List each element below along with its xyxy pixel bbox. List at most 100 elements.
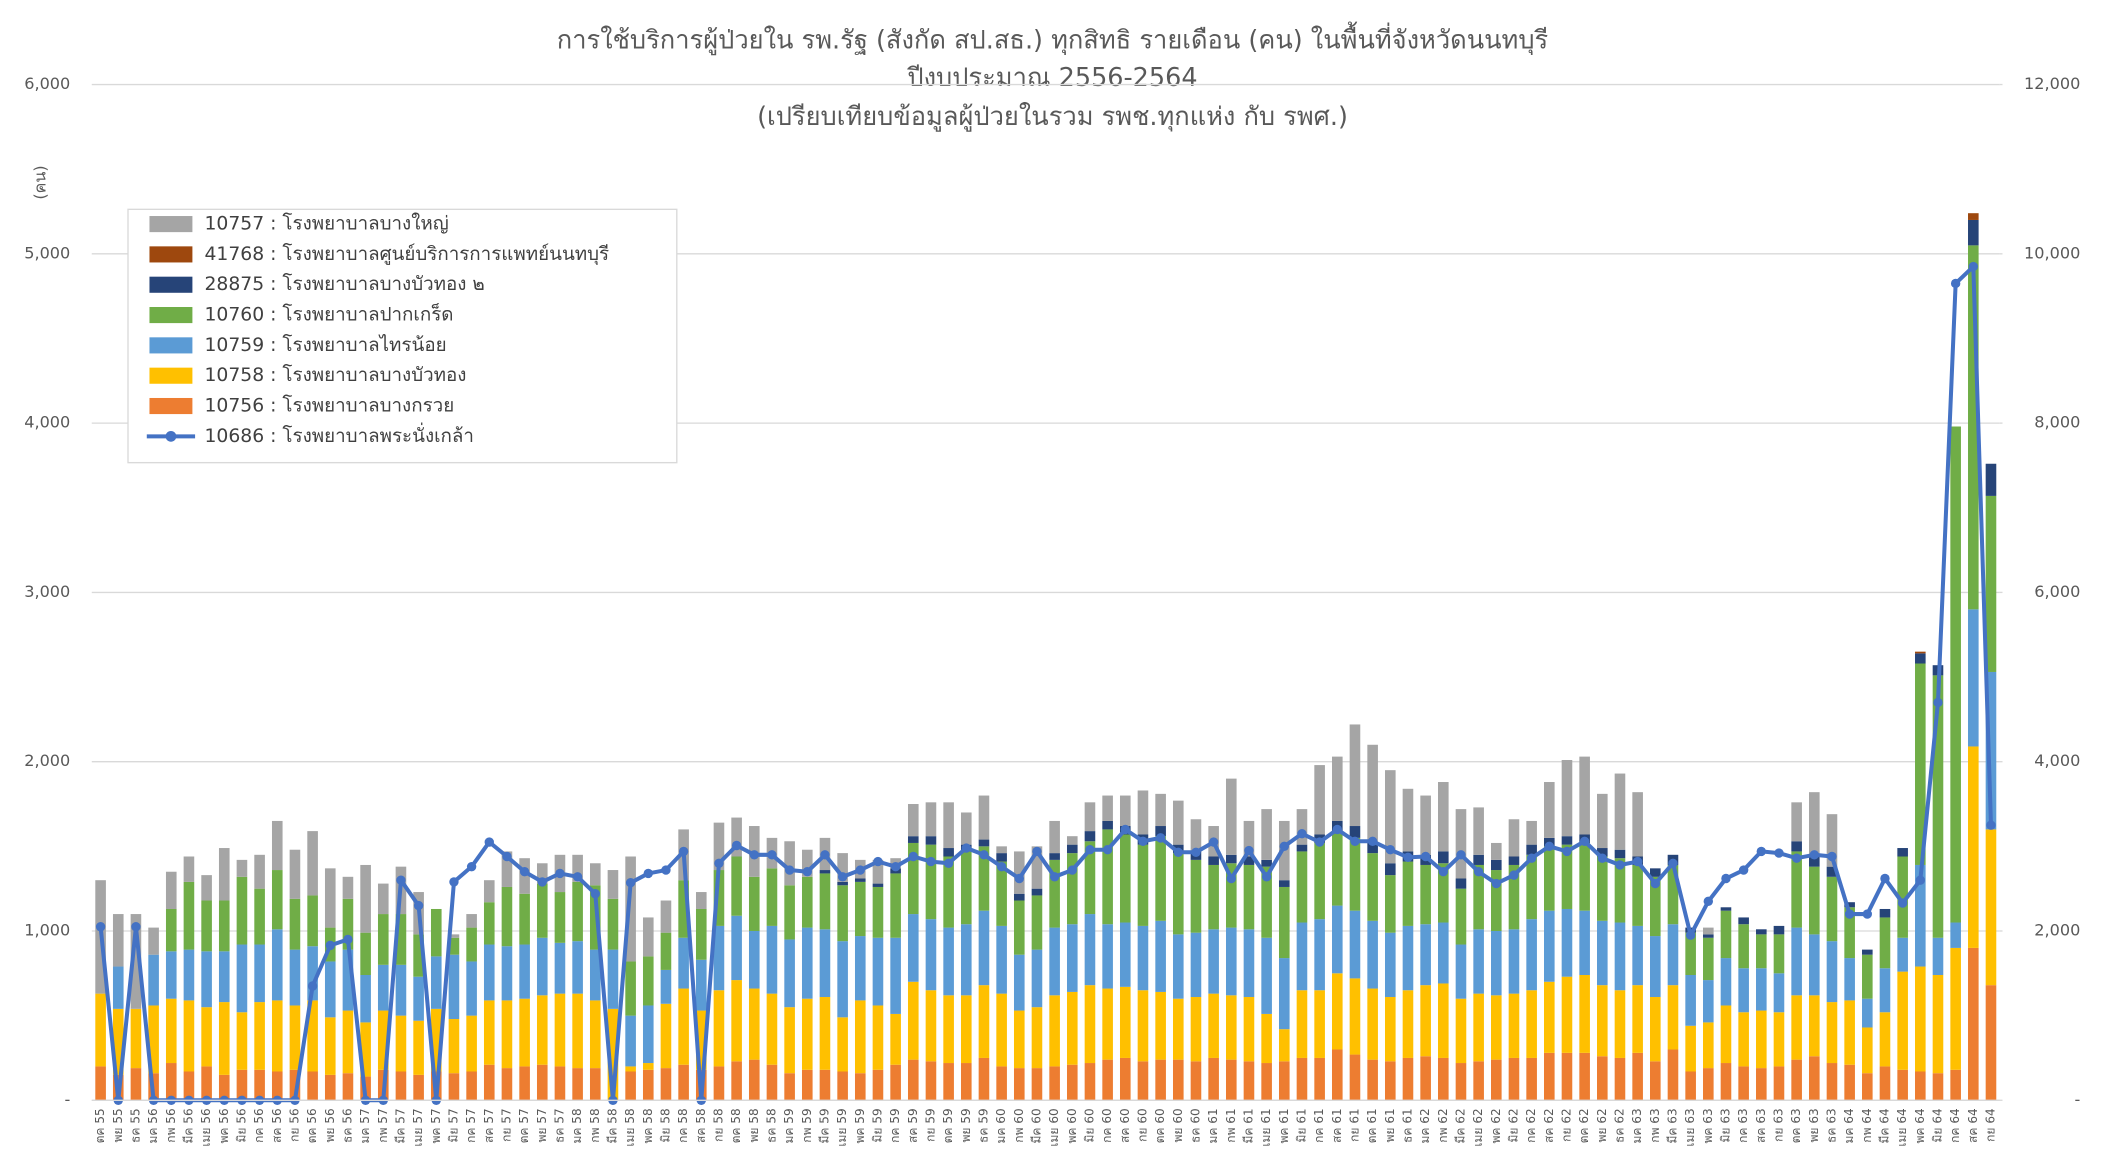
bar-segment — [872, 886, 884, 938]
line-marker — [1950, 278, 1961, 289]
bar-segment — [731, 915, 742, 981]
bar-segment — [271, 820, 283, 871]
bar-segment — [148, 954, 159, 1006]
bar-segment — [1667, 864, 1679, 925]
bar-segment — [148, 927, 159, 955]
bar-segment — [890, 1013, 901, 1065]
bar-segment — [307, 831, 318, 896]
line-marker — [1120, 824, 1130, 835]
bar-segment — [607, 949, 619, 1009]
bar-segment — [1561, 976, 1573, 1053]
bar-segment — [1844, 907, 1855, 959]
bar-segment — [1420, 1056, 1431, 1101]
x-tick-label: สค 62 — [1542, 1108, 1556, 1143]
bar-segment — [1773, 934, 1785, 974]
bar-segment — [1225, 1059, 1237, 1101]
x-tick-label: กค 59 — [888, 1108, 902, 1143]
bar-segment — [1084, 841, 1096, 915]
bar-segment — [1102, 795, 1113, 821]
bar-segment — [1915, 651, 1926, 654]
bar-segment — [943, 848, 954, 857]
line-marker — [1208, 837, 1219, 847]
line-marker — [1173, 847, 1183, 857]
bar-segment — [1437, 851, 1449, 864]
bar-segment — [1561, 844, 1573, 909]
bar-segment — [483, 1000, 495, 1065]
bar-segment — [342, 949, 354, 1011]
x-tick-label: สค 59 — [906, 1108, 920, 1143]
bar-segment — [1031, 846, 1043, 889]
bar-segment — [201, 900, 212, 952]
bar-segment — [483, 902, 495, 945]
bar-segment — [1809, 866, 1820, 935]
bar-segment — [907, 842, 919, 915]
line-marker — [1102, 845, 1113, 855]
bar-segment — [960, 812, 972, 845]
bar-segment — [1915, 864, 1926, 967]
bar-segment — [1437, 782, 1449, 852]
bar-segment — [943, 995, 954, 1064]
bar-segment — [112, 914, 124, 967]
line-marker — [1138, 836, 1148, 846]
line-marker — [1615, 860, 1625, 870]
bar-segment — [536, 995, 548, 1065]
x-tick-label: ตค 61 — [1365, 1108, 1379, 1143]
bar-segment — [1632, 985, 1643, 1053]
bar-segment — [872, 883, 884, 887]
line-marker — [413, 900, 424, 911]
bar-segment — [1508, 819, 1520, 857]
x-tick-label: พย 61 — [1383, 1108, 1397, 1142]
x-tick-label: พค 59 — [853, 1108, 867, 1143]
bar-segment — [1437, 983, 1449, 1058]
bar-segment — [1084, 831, 1096, 842]
bar-segment — [1862, 949, 1873, 955]
x-tick-label: มค 56 — [146, 1108, 160, 1143]
x-tick-label: สค 63 — [1754, 1108, 1768, 1143]
bar-segment — [1915, 966, 1926, 1072]
bar-segment — [1862, 1027, 1873, 1074]
bar-segment — [1508, 864, 1520, 930]
bar-segment — [342, 1010, 354, 1074]
bar-segment — [1013, 900, 1025, 955]
bar-segment — [1155, 920, 1166, 992]
x-tick-label: เมย 59 — [835, 1108, 849, 1146]
bar-segment — [1155, 991, 1166, 1060]
x-tick-label: พย 59 — [959, 1108, 973, 1142]
legend-swatch — [149, 307, 193, 324]
bar-segment — [1491, 1059, 1502, 1101]
bar-segment — [1650, 997, 1661, 1062]
x-tick-label: กพ 61 — [1224, 1108, 1238, 1142]
bar-segment — [642, 1005, 654, 1064]
line-marker — [1650, 878, 1661, 889]
bar-segment — [1261, 1063, 1272, 1101]
x-tick-label: สค 64 — [1966, 1108, 1980, 1143]
bar-segment — [395, 1015, 407, 1072]
bar-segment — [713, 925, 725, 991]
bar-segment — [307, 946, 318, 1001]
bar-segment — [1208, 856, 1219, 865]
bar-segment — [1208, 864, 1219, 930]
bar-segment — [254, 1069, 265, 1101]
bar-segment — [1632, 864, 1643, 926]
bar-segment — [907, 804, 919, 837]
bar-segment — [1756, 1068, 1767, 1101]
line-marker — [1085, 845, 1095, 855]
bar-segment — [1208, 1057, 1219, 1101]
x-tick-label: กพ 59 — [800, 1108, 814, 1142]
bar-segment — [307, 1071, 318, 1101]
bar-segment — [1862, 998, 1873, 1028]
bar-segment — [996, 846, 1007, 854]
bar-segment — [1437, 863, 1449, 923]
bar-segment — [1632, 792, 1643, 857]
bar-segment — [960, 924, 972, 996]
bar-segment — [1932, 1073, 1944, 1101]
bar-segment — [978, 985, 990, 1058]
bar-segment — [925, 802, 937, 837]
x-tick-label: สค 56 — [270, 1108, 284, 1143]
line-marker — [466, 861, 477, 872]
bar-segment — [236, 859, 248, 877]
bar-segment — [501, 1068, 513, 1101]
bar-segment — [360, 932, 371, 976]
line-marker — [1314, 837, 1325, 847]
y2-tick-label: 10,000 — [2024, 243, 2080, 262]
